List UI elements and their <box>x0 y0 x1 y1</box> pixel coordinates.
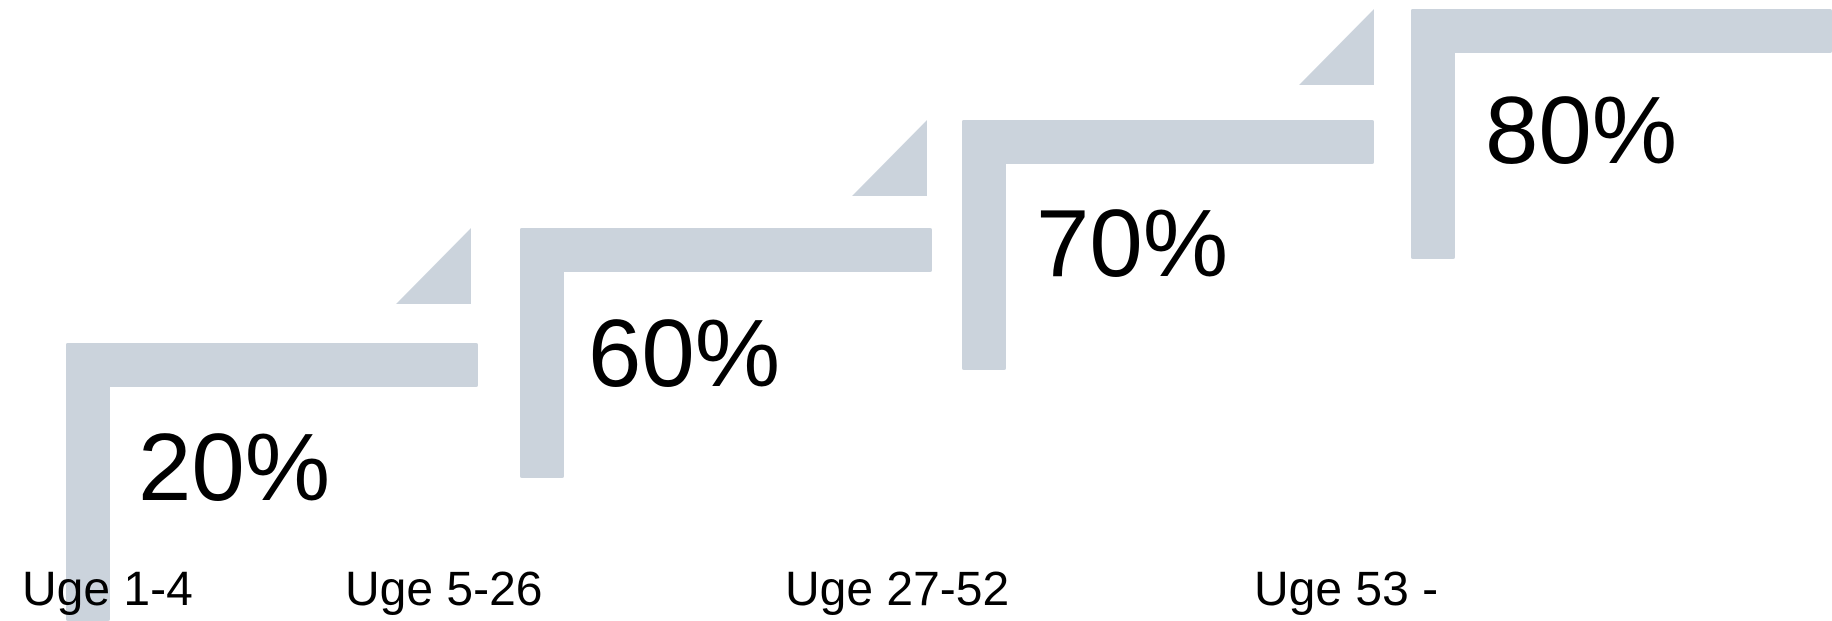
step-2-arrow-triangle <box>396 228 471 304</box>
step-1-riser <box>66 343 110 621</box>
step-4-arrow-triangle <box>1299 9 1374 85</box>
step-4-riser <box>1411 9 1455 259</box>
step-4-top-bar <box>1411 9 1832 53</box>
step-2-riser <box>520 228 564 478</box>
step-3-riser <box>962 120 1006 370</box>
step-3-arrow-triangle <box>852 120 927 196</box>
week-label-2: Uge 5-26 <box>345 563 543 616</box>
step-3-top-bar <box>962 120 1374 164</box>
step-2-top-bar <box>520 228 932 272</box>
week-label-3: Uge 27-52 <box>785 563 1010 616</box>
step-2-percent: 60% <box>588 300 781 407</box>
step-3-percent: 70% <box>1036 190 1229 297</box>
step-1-top-bar <box>66 343 478 387</box>
step-1-percent: 20% <box>138 414 331 521</box>
week-label-1: Uge 1-4 <box>22 563 193 616</box>
week-label-4: Uge 53 - <box>1254 563 1439 616</box>
step-4-percent: 80% <box>1485 77 1678 184</box>
